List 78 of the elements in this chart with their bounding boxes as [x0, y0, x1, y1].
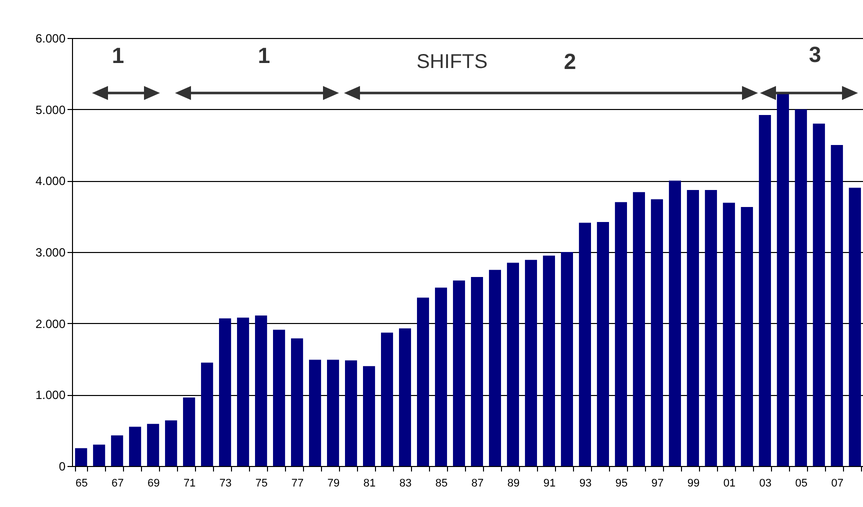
bar	[291, 338, 304, 466]
x-tick-label: 81	[363, 478, 376, 490]
bar	[327, 360, 340, 466]
x-tick-label: 95	[615, 478, 628, 490]
x-tick-label: 01	[723, 478, 736, 490]
bar	[273, 330, 286, 466]
bar	[740, 207, 753, 466]
x-tick-label: 07	[831, 478, 844, 490]
bar	[111, 435, 124, 466]
y-tick-label: 3.000	[35, 246, 66, 260]
y-tick-label: 1.000	[35, 388, 66, 402]
x-tick-label: 99	[687, 478, 700, 490]
bar	[650, 199, 663, 466]
bar	[165, 420, 178, 466]
x-tick-label: 65	[75, 478, 88, 490]
x-tick-label: 75	[255, 478, 268, 490]
bar	[255, 315, 268, 466]
bar	[614, 202, 627, 466]
x-tick-label: 73	[219, 478, 232, 490]
bar	[362, 366, 376, 466]
x-tick-label: 05	[795, 478, 808, 490]
annotation: SHIFTS	[416, 51, 488, 73]
bar	[416, 298, 430, 466]
annotation: 1	[258, 43, 270, 68]
bar	[93, 444, 106, 466]
bar	[452, 280, 466, 466]
x-tick-label: 93	[579, 478, 592, 490]
bar	[237, 318, 250, 466]
bar	[686, 190, 699, 466]
y-tick-label: 0	[58, 460, 66, 474]
bar	[201, 362, 214, 466]
y-tick-label: 4.000	[35, 174, 66, 188]
bar	[596, 222, 609, 466]
x-tick-label: 03	[759, 478, 772, 490]
x-tick-label: 79	[327, 478, 340, 490]
x-tick-label: 67	[111, 478, 124, 490]
x-tick-label: 89	[507, 478, 520, 490]
y-tick-label: 5.000	[35, 102, 66, 117]
bar	[758, 115, 771, 466]
y-tick-label: 6.000	[35, 32, 66, 46]
bar	[219, 318, 232, 466]
bar	[722, 202, 735, 466]
bar	[147, 424, 160, 466]
bar	[632, 192, 645, 466]
x-tick-label: 77	[291, 478, 304, 490]
bar	[183, 398, 196, 466]
bar	[542, 256, 556, 466]
bar	[345, 360, 358, 466]
bar	[309, 360, 322, 466]
annotation: 3	[808, 42, 822, 67]
bar	[470, 276, 484, 466]
bar	[560, 252, 574, 466]
bar	[794, 109, 807, 466]
x-tick-label: 87	[471, 478, 484, 490]
annotation: 2	[564, 49, 576, 74]
x-tick-label: 97	[651, 478, 664, 490]
bar	[812, 124, 825, 466]
bar	[776, 92, 789, 466]
bar	[830, 145, 843, 466]
bar	[380, 332, 394, 466]
bar	[524, 260, 538, 466]
x-tick-label: 71	[183, 478, 196, 490]
bar	[668, 180, 681, 466]
bar	[488, 270, 502, 466]
bar	[75, 448, 88, 466]
bar	[848, 188, 861, 466]
bar	[704, 190, 717, 466]
bar	[578, 222, 591, 466]
x-tick-label: 83	[399, 478, 412, 490]
x-tick-label: 91	[543, 478, 556, 490]
x-tick-label: 85	[435, 478, 448, 490]
annotation: 1	[112, 43, 124, 68]
bar	[506, 262, 520, 466]
bar	[129, 426, 142, 466]
y-tick-label: 2.000	[35, 316, 66, 331]
x-tick-label: 69	[147, 478, 160, 490]
bar	[398, 328, 412, 466]
bar	[434, 288, 448, 466]
